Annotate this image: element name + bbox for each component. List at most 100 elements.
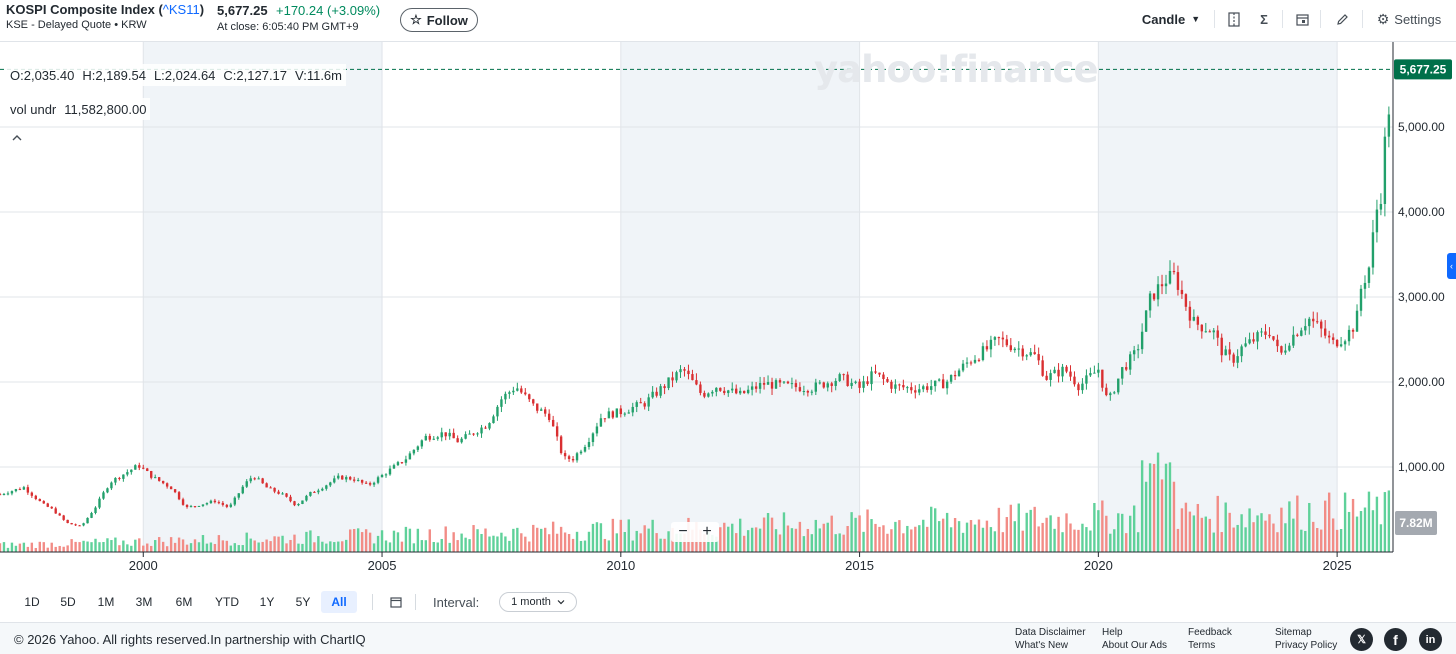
candle-body: [1140, 331, 1144, 350]
x-icon[interactable]: 𝕏: [1350, 628, 1373, 651]
range-6m[interactable]: 6M: [175, 595, 193, 609]
range-1d[interactable]: 1D: [24, 595, 40, 609]
volume-bar: [30, 542, 34, 552]
volume-bar: [675, 533, 678, 552]
volume-bar: [400, 541, 404, 552]
volume-bar: [1240, 514, 1243, 552]
calendar-icon[interactable]: [385, 591, 407, 613]
draw-pencil-icon[interactable]: [1332, 8, 1352, 30]
candle-body: [337, 475, 340, 479]
volume-bar: [154, 540, 157, 552]
compare-icon[interactable]: [1224, 8, 1244, 30]
ticker-symbol[interactable]: ^KS11: [162, 2, 200, 17]
candle-body: [651, 391, 654, 398]
range-5d[interactable]: 5D: [60, 595, 76, 609]
volume-bar: [1073, 529, 1076, 552]
range-ytd[interactable]: YTD: [215, 595, 239, 609]
candle-body: [1208, 331, 1211, 333]
volume-bar: [90, 542, 93, 552]
candle-body: [1260, 331, 1263, 333]
candle-body: [1308, 318, 1311, 327]
footer-link-help[interactable]: Help: [1102, 627, 1123, 638]
volume-bar: [384, 540, 388, 552]
footer-link-data-disclaimer[interactable]: Data Disclaimer: [1015, 627, 1086, 638]
candle-body: [102, 492, 105, 499]
candle-body: [1252, 339, 1255, 342]
candle-body: [22, 487, 26, 490]
volume-bar: [786, 525, 790, 552]
volume-bar: [914, 526, 917, 552]
footer-link-sitemap[interactable]: Sitemap: [1275, 627, 1312, 638]
volume-bar: [854, 517, 857, 552]
volume-bar: [1379, 524, 1383, 552]
volume-bar: [205, 543, 209, 552]
range-5y[interactable]: 5Y: [295, 595, 311, 609]
candle-body: [834, 380, 837, 386]
candle-body: [595, 426, 599, 434]
footer-link-feedback[interactable]: Feedback: [1188, 627, 1232, 638]
candle-body: [169, 486, 173, 490]
candle-body: [1144, 310, 1148, 332]
candle-body: [1339, 344, 1343, 347]
candle-body: [269, 487, 272, 489]
candle-body: [500, 399, 503, 407]
footer-link-privacy[interactable]: Privacy Policy: [1275, 640, 1338, 651]
volume-bar: [150, 545, 153, 552]
facebook-icon[interactable]: f: [1384, 628, 1407, 651]
volume-bar: [34, 547, 38, 552]
candle-body: [376, 477, 380, 483]
follow-button[interactable]: ☆ Follow: [400, 8, 478, 32]
candle-body: [1025, 355, 1028, 357]
settings-button[interactable]: ⚙ Settings: [1376, 10, 1442, 27]
candle-body: [46, 503, 49, 507]
candle-body: [492, 416, 495, 424]
volume-bar: [993, 531, 997, 552]
expand-panel-icon[interactable]: ‹: [1447, 253, 1456, 279]
chart-type-dropdown[interactable]: Candle ▼: [1141, 11, 1201, 27]
footer-link-terms[interactable]: Terms: [1188, 640, 1216, 651]
volume-bar: [364, 529, 368, 552]
candle-body: [890, 381, 893, 389]
zoom-out-button[interactable]: −: [678, 523, 688, 540]
candle-body: [1256, 332, 1259, 342]
volume-bar: [818, 528, 821, 552]
volume-bar: [14, 545, 18, 552]
volume-bar: [273, 536, 276, 552]
candle-body: [1236, 356, 1239, 363]
footer-link-whats-new[interactable]: What's New: [1015, 640, 1069, 651]
candle-body: [798, 387, 802, 392]
volume-bar: [1117, 513, 1120, 552]
volume-bar: [488, 536, 491, 552]
price-chart[interactable]: 1,000.00 2,000.00 3,000.00 4,000.00 5,000.00…: [0, 42, 1456, 588]
volume-bar: [1359, 511, 1363, 552]
yahoo-finance-watermark: yahoo!finance: [814, 48, 1099, 91]
indicators-sigma-icon[interactable]: Σ: [1260, 11, 1268, 27]
candle-body: [551, 419, 555, 427]
candle-body: [914, 390, 917, 393]
candle-body: [444, 432, 447, 437]
volume-bar: [1144, 481, 1148, 552]
candle-body: [134, 465, 137, 470]
volume-bar: [1172, 481, 1176, 552]
range-3m[interactable]: 3M: [135, 595, 153, 609]
candle-body: [1363, 282, 1367, 289]
candle-body: [265, 483, 268, 488]
linkedin-icon[interactable]: in: [1419, 628, 1442, 651]
collapse-legend-icon[interactable]: [11, 132, 25, 148]
volume-bar: [1288, 501, 1291, 552]
candle-body: [1113, 392, 1116, 394]
volume-bar: [659, 538, 662, 552]
candle-body: [842, 374, 845, 376]
zoom-in-button[interactable]: +: [702, 523, 712, 540]
range-1y[interactable]: 1Y: [259, 595, 275, 609]
footer-link-about-ads[interactable]: About Our Ads: [1102, 640, 1168, 651]
volume-bar: [1371, 510, 1375, 552]
range-all[interactable]: All: [321, 591, 357, 613]
candle-body: [1272, 336, 1275, 340]
volume-bar: [337, 541, 340, 552]
x-tick-label: 2000: [129, 558, 158, 573]
events-calendar-icon[interactable]: [1292, 8, 1312, 30]
candle-body: [906, 387, 909, 389]
interval-dropdown[interactable]: 1 month: [499, 592, 577, 612]
range-1m[interactable]: 1M: [97, 595, 115, 609]
